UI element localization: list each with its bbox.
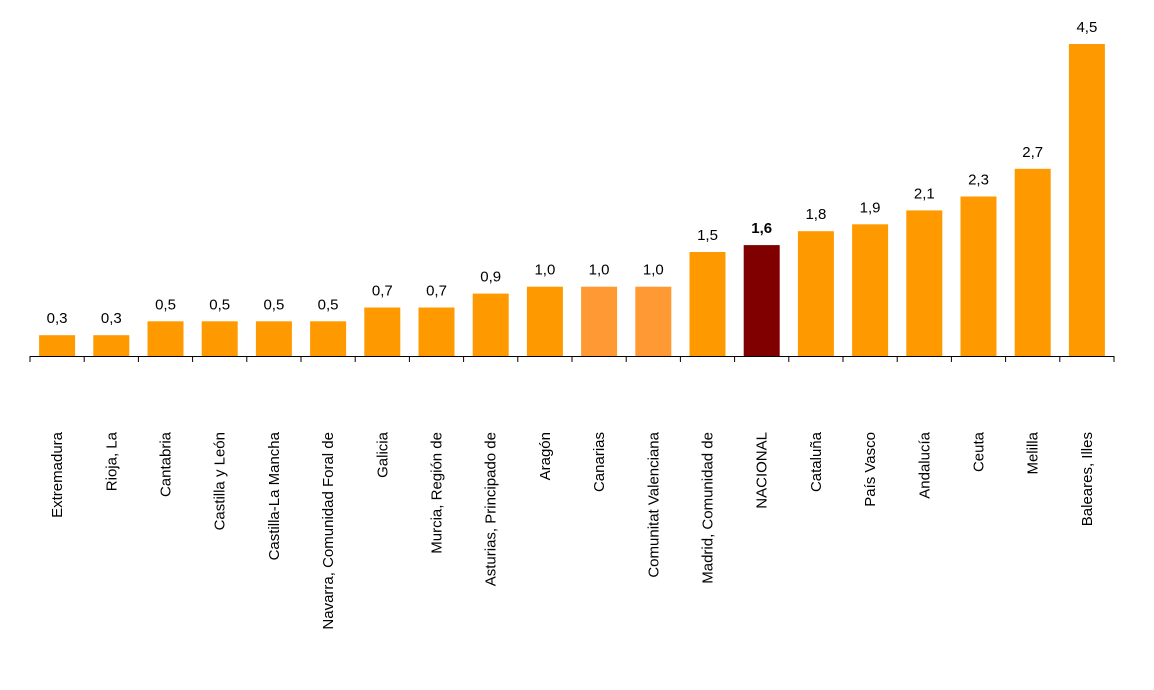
- category-label-castilla-y-leon: Castilla y León: [212, 432, 229, 530]
- category-label-canarias: Canarias: [591, 432, 608, 492]
- value-label-canarias: 1,0: [589, 262, 610, 279]
- value-label-comunitat-valenciana: 1,0: [643, 262, 664, 279]
- category-label-nacional: NACIONAL: [754, 432, 771, 509]
- category-label-pais-vasco: País Vasco: [862, 432, 879, 507]
- bar-ceuta: [960, 196, 997, 356]
- value-label-castilla-la-mancha: 0,5: [263, 296, 284, 313]
- value-label-cantabria: 0,5: [155, 296, 176, 313]
- bar-andalucia: [906, 210, 943, 356]
- bars-group: [39, 44, 1105, 356]
- value-labels-group: 0,3 0,3 0,5 0,5 0,5 0,5 0,7 0,7 0,9 1,0 1,0 1,0 1,5 1…: [47, 19, 1098, 327]
- category-label-aragon: Aragón: [537, 432, 554, 480]
- category-label-asturias-principado-de: Asturias, Principado de: [483, 432, 500, 586]
- value-label-murcia-region-de: 0,7: [426, 283, 447, 300]
- bar-galicia: [364, 307, 401, 356]
- value-label-baleares-illes: 4,5: [1076, 19, 1097, 36]
- value-label-cataluna: 1,8: [805, 206, 826, 223]
- value-label-nacional: 1,6: [751, 220, 772, 237]
- bar-cataluna: [797, 231, 834, 356]
- value-label-castilla-y-leon: 0,5: [209, 296, 230, 313]
- category-label-comunitat-valenciana: Comunitat Valenciana: [645, 431, 662, 577]
- category-label-cataluna: Cataluña: [808, 431, 825, 492]
- bar-extremadura: [39, 335, 76, 356]
- value-label-galicia: 0,7: [372, 283, 393, 300]
- bar-baleares-illes: [1068, 44, 1105, 356]
- value-label-rioja-la: 0,3: [101, 310, 122, 327]
- bar-nacional: [743, 245, 780, 356]
- category-labels-group: Extremadura Rioja, La Cantabria Castilla y …: [49, 431, 1096, 629]
- bar-castilla-y-leon: [201, 321, 238, 356]
- category-label-galicia: Galicia: [374, 431, 391, 478]
- value-label-asturias-principado-de: 0,9: [480, 269, 501, 286]
- category-label-madrid-comunidad-de: Madrid, Comunidad de: [700, 432, 717, 584]
- value-label-extremadura: 0,3: [47, 310, 68, 327]
- category-label-navarra-comunidad-foral-de: Navarra, Comunidad Foral de: [320, 432, 337, 630]
- value-label-melilla: 2,7: [1022, 144, 1043, 161]
- category-label-ceuta: Ceuta: [971, 431, 988, 472]
- category-label-murcia-region-de: Murcia, Región de: [429, 432, 446, 554]
- bar-melilla: [1014, 168, 1051, 356]
- value-label-pais-vasco: 1,9: [860, 199, 881, 216]
- value-label-navarra-comunidad-foral-de: 0,5: [318, 296, 339, 313]
- bar-canarias: [581, 286, 618, 356]
- bar-pais-vasco: [852, 224, 889, 356]
- bar-navarra-comunidad-foral-de: [310, 321, 347, 356]
- category-label-cantabria: Cantabria: [158, 431, 175, 497]
- category-label-castilla-la-mancha: Castilla-La Mancha: [266, 431, 283, 560]
- bar-asturias-principado-de: [472, 293, 509, 356]
- category-label-andalucia: Andalucía: [916, 431, 933, 498]
- category-label-melilla: Melilla: [1025, 431, 1042, 474]
- bar-cantabria: [147, 321, 184, 356]
- value-label-aragon: 1,0: [534, 262, 555, 279]
- bar-madrid-comunidad-de: [689, 252, 726, 356]
- category-label-extremadura: Extremadura: [49, 431, 66, 518]
- category-label-baleares-illes: Baleares, Illes: [1079, 432, 1096, 526]
- value-label-andalucia: 2,1: [914, 185, 935, 202]
- bar-aragon: [526, 286, 563, 356]
- value-label-madrid-comunidad-de: 1,5: [697, 227, 718, 244]
- x-axis: [29, 356, 1115, 362]
- bar-murcia-region-de: [418, 307, 455, 356]
- bar-comunitat-valenciana: [635, 286, 672, 356]
- bar-rioja-la: [93, 335, 130, 356]
- value-label-ceuta: 2,3: [968, 172, 989, 189]
- bar-castilla-la-mancha: [255, 321, 292, 356]
- category-label-rioja-la: Rioja, La: [103, 431, 120, 491]
